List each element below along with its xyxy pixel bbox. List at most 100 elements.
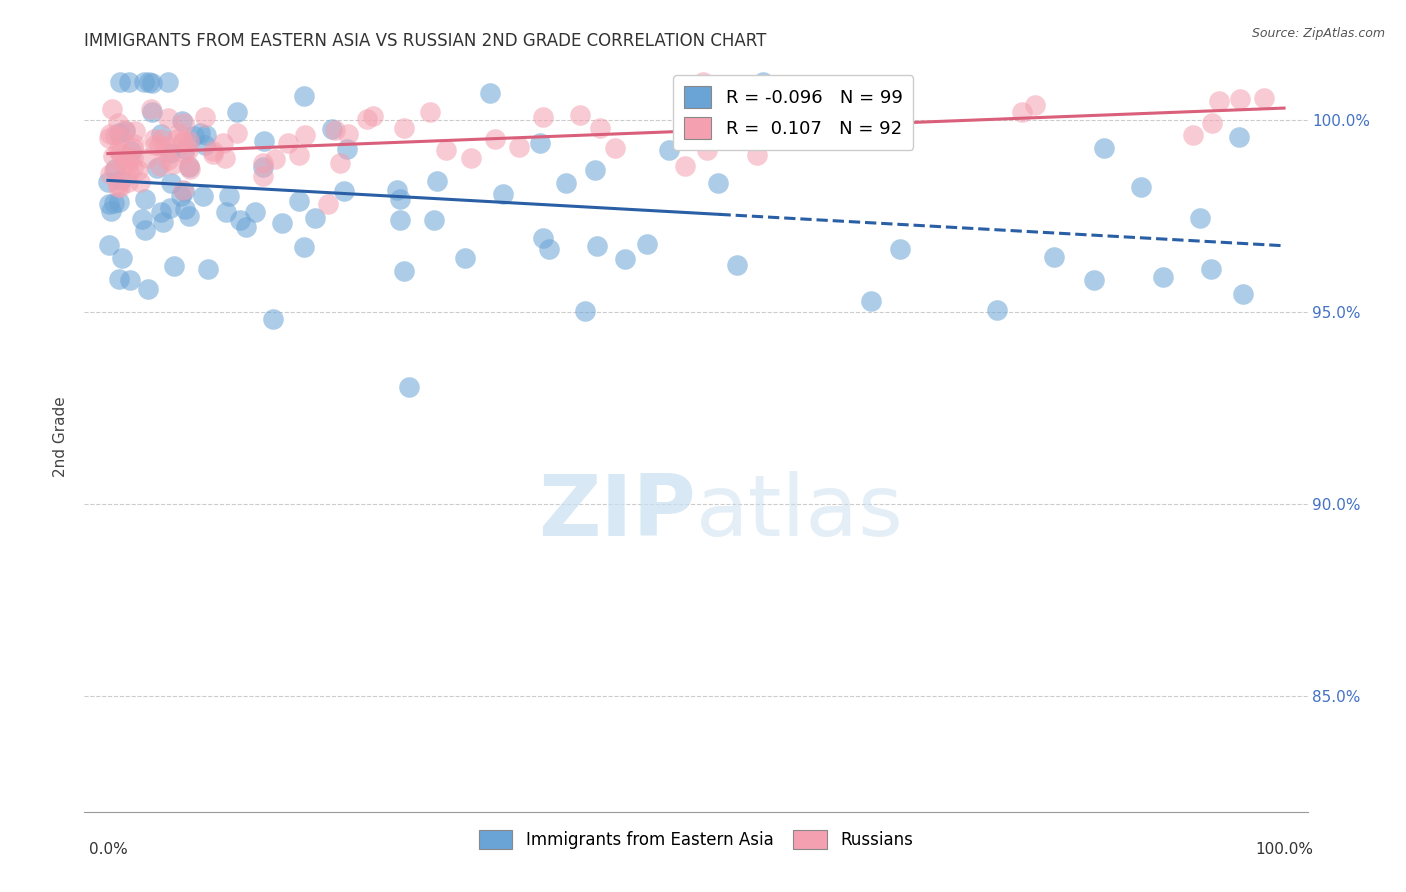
Point [172,114,194,128]
Point [150,132,173,146]
Point [1227,129,1250,144]
Point [108,75,131,89]
Legend: Immigrants from Eastern Asia, Russians: Immigrants from Eastern Asia, Russians [472,823,920,855]
Point [177,209,200,223]
Point [1130,179,1153,194]
Point [98,237,121,252]
Point [153,139,176,153]
Point [337,127,360,141]
Point [188,126,211,140]
Point [167,126,190,140]
Point [603,141,626,155]
Text: ZIP: ZIP [538,470,696,554]
Point [288,148,311,162]
Point [333,184,356,198]
Point [120,144,142,158]
Point [243,205,266,219]
Point [134,223,156,237]
Point [218,189,240,203]
Point [155,145,177,159]
Point [336,142,359,156]
Point [141,104,163,119]
Point [484,131,506,145]
Point [454,252,477,266]
Point [101,149,124,163]
Point [103,164,125,178]
Point [252,169,274,183]
Point [97,175,120,189]
Point [103,196,125,211]
Point [108,145,131,160]
Point [157,75,180,89]
Point [108,130,131,145]
Point [692,75,714,89]
Point [108,126,131,140]
Point [127,163,149,178]
Point [745,147,768,161]
Point [253,135,276,149]
Text: 0.0%: 0.0% [89,842,128,857]
Point [114,155,136,169]
Point [321,121,343,136]
Point [860,294,883,309]
Point [150,205,173,219]
Point [264,153,287,167]
Point [120,272,142,286]
Point [159,176,181,190]
Point [179,134,201,148]
Point [986,303,1008,318]
Point [1201,116,1223,130]
Y-axis label: 2nd Grade: 2nd Grade [53,397,69,477]
Point [173,184,195,198]
Point [172,134,194,148]
Point [752,75,775,89]
Point [225,126,247,140]
Point [460,151,482,165]
Point [159,201,181,215]
Point [98,197,121,211]
Point [201,146,224,161]
Point [100,204,122,219]
Point [191,189,214,203]
Point [120,152,142,166]
Point [143,132,166,146]
Point [98,168,121,182]
Point [425,174,447,188]
Point [177,143,200,157]
Point [262,311,284,326]
Point [636,237,658,252]
Point [194,110,217,124]
Point [277,136,299,150]
Point [201,144,224,158]
Point [531,110,554,124]
Point [143,137,166,152]
Point [163,259,186,273]
Point [388,192,411,206]
Point [226,104,249,119]
Point [434,143,457,157]
Point [538,242,561,256]
Point [122,136,145,151]
Point [117,175,139,189]
Point [1083,273,1105,287]
Point [152,214,174,228]
Point [114,124,136,138]
Point [134,192,156,206]
Point [131,211,153,226]
Point [252,156,274,170]
Point [183,128,205,143]
Point [172,183,194,197]
Point [304,211,326,226]
Point [1208,95,1230,109]
Point [215,205,238,219]
Point [529,136,551,150]
Point [107,116,129,130]
Point [294,128,316,143]
Point [329,156,352,170]
Point [104,128,127,142]
Point [124,123,146,137]
Point [385,183,408,197]
Point [122,151,145,165]
Point [136,281,159,295]
Point [149,159,172,173]
